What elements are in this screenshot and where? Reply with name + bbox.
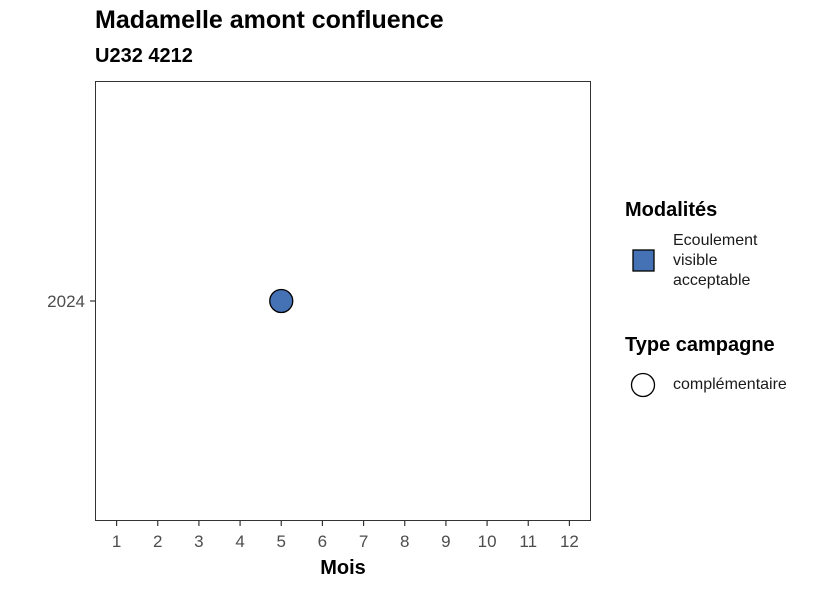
x-tick-label: 10 <box>478 532 497 551</box>
data-points <box>269 288 294 314</box>
legend-key-campagne-circle <box>630 372 656 398</box>
x-tick-label: 1 <box>112 532 121 551</box>
legend-label-campagne: complémentaire <box>673 376 787 393</box>
chart-subtitle: U232 4212 <box>95 45 193 67</box>
x-tick-label: 7 <box>359 532 368 551</box>
x-axis-label: Mois <box>320 557 366 579</box>
x-tick-label: 5 <box>277 532 286 551</box>
y-tick-label: 2024 <box>47 292 85 311</box>
x-tick-label: 12 <box>560 532 579 551</box>
legend-title-type-campagne: Type campagne <box>625 334 775 356</box>
chart-title: Madamelle amont confluence <box>95 6 444 34</box>
panel-border <box>95 81 591 521</box>
x-axis: 1 2 3 4 5 6 7 8 9 10 11 12 <box>112 520 579 551</box>
legend-title-modalites: Modalités <box>625 199 718 221</box>
x-tick-label: 11 <box>519 532 537 551</box>
x-tick-label: 2 <box>153 532 162 551</box>
data-point <box>269 288 294 314</box>
x-tick-label: 3 <box>194 532 203 551</box>
legend-label-modalite: Ecoulement visible acceptable <box>673 232 758 289</box>
legend-key-modalite-square <box>632 249 655 272</box>
y-axis: 2024 <box>47 292 96 311</box>
x-tick-label: 6 <box>318 532 327 551</box>
x-tick-label: 8 <box>400 532 409 551</box>
x-tick-label: 9 <box>441 532 450 551</box>
x-tick-label: 4 <box>235 532 244 551</box>
